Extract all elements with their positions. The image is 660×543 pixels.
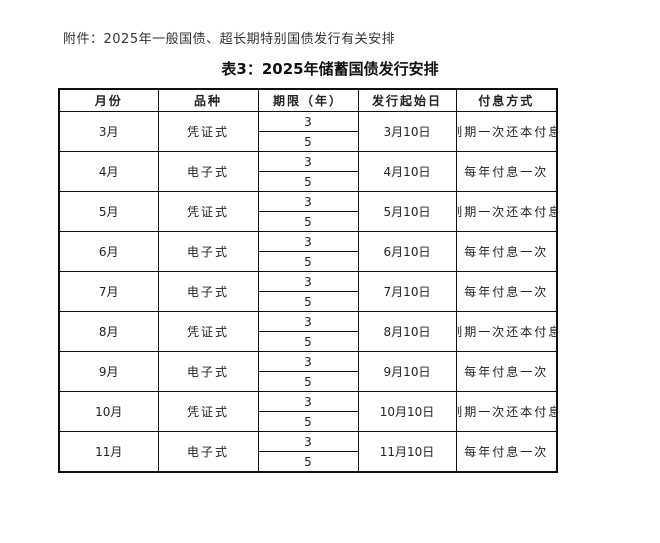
term-cell: 3 — [257, 431, 359, 452]
payment-cell: 到期一次还本付息 — [455, 311, 558, 352]
column-header: 付息方式 — [455, 88, 558, 112]
type-cell: 凭证式 — [157, 191, 259, 232]
term-cell: 3 — [257, 191, 359, 212]
type-cell: 电子式 — [157, 231, 259, 272]
payment-cell: 每年付息一次 — [455, 271, 558, 312]
table-row: 6月 电子式 3 6月10日 每年付息一次 — [58, 231, 558, 272]
month-cell: 6月 — [58, 231, 159, 272]
term-cell: 5 — [257, 451, 359, 473]
payment-text: 每年付息一次 — [464, 165, 549, 179]
type-cell: 电子式 — [157, 271, 259, 312]
payment-text: 每年付息一次 — [464, 445, 549, 459]
payment-text: 每年付息一次 — [464, 245, 549, 259]
payment-cell: 每年付息一次 — [455, 231, 558, 272]
table-row: 9月 电子式 3 9月10日 每年付息一次 — [58, 351, 558, 392]
payment-cell: 到期一次还本付息 — [455, 391, 558, 432]
month-cell: 3月 — [58, 111, 159, 152]
start-date-cell: 11月10日 — [357, 431, 457, 473]
start-date-cell: 7月10日 — [357, 271, 457, 312]
payment-cell: 每年付息一次 — [455, 351, 558, 392]
type-cell: 凭证式 — [157, 391, 259, 432]
type-cell: 电子式 — [157, 351, 259, 392]
bond-schedule-table: 月份 品种 期限（年） 发行起始日 付息方式 3月 凭证式 3 3月10日 到期一次还本付息 5 4… — [58, 88, 558, 473]
table-row: 10月 凭证式 3 10月10日 到期一次还本付息 — [58, 391, 558, 432]
payment-cell: 到期一次还本付息 — [455, 191, 558, 232]
payment-text: 每年付息一次 — [464, 285, 549, 299]
start-date-cell: 3月10日 — [357, 111, 457, 152]
column-header: 月份 — [58, 88, 159, 112]
start-date-cell: 10月10日 — [357, 391, 457, 432]
payment-cell: 每年付息一次 — [455, 151, 558, 192]
type-cell: 凭证式 — [157, 111, 259, 152]
start-date-cell: 4月10日 — [357, 151, 457, 192]
term-cell: 5 — [257, 291, 359, 312]
payment-text: 到期一次还本付息 — [456, 405, 557, 419]
type-cell: 电子式 — [157, 151, 259, 192]
month-cell: 10月 — [58, 391, 159, 432]
term-cell: 5 — [257, 251, 359, 272]
attachment-caption: 附件：2025年一般国债、超长期特别国债发行有关安排 — [63, 32, 396, 47]
term-cell: 5 — [257, 171, 359, 192]
term-cell: 5 — [257, 211, 359, 232]
table-row: 7月 电子式 3 7月10日 每年付息一次 — [58, 271, 558, 312]
term-cell: 3 — [257, 111, 359, 132]
table-row: 11月 电子式 3 11月10日 每年付息一次 — [58, 431, 558, 473]
month-cell: 7月 — [58, 271, 159, 312]
table-row: 8月 凭证式 3 8月10日 到期一次还本付息 — [58, 311, 558, 352]
payment-text: 到期一次还本付息 — [456, 125, 557, 139]
term-cell: 3 — [257, 231, 359, 252]
table-row: 3月 凭证式 3 3月10日 到期一次还本付息 — [58, 111, 558, 152]
column-header: 发行起始日 — [357, 88, 457, 112]
term-cell: 3 — [257, 351, 359, 372]
type-cell: 凭证式 — [157, 311, 259, 352]
month-cell: 4月 — [58, 151, 159, 192]
month-cell: 9月 — [58, 351, 159, 392]
payment-cell: 每年付息一次 — [455, 431, 558, 473]
payment-text: 到期一次还本付息 — [456, 325, 557, 339]
type-cell: 电子式 — [157, 431, 259, 473]
term-cell: 5 — [257, 411, 359, 432]
table-title: 表3：2025年储蓄国债发行安排 — [221, 60, 439, 78]
start-date-cell: 5月10日 — [357, 191, 457, 232]
term-cell: 5 — [257, 131, 359, 152]
term-cell: 3 — [257, 311, 359, 332]
table-row: 4月 电子式 3 4月10日 每年付息一次 — [58, 151, 558, 192]
month-cell: 5月 — [58, 191, 159, 232]
payment-text: 到期一次还本付息 — [456, 205, 557, 219]
start-date-cell: 6月10日 — [357, 231, 457, 272]
payment-cell: 到期一次还本付息 — [455, 111, 558, 152]
month-cell: 11月 — [58, 431, 159, 473]
month-cell: 8月 — [58, 311, 159, 352]
start-date-cell: 9月10日 — [357, 351, 457, 392]
term-cell: 3 — [257, 151, 359, 172]
term-cell: 5 — [257, 331, 359, 352]
term-cell: 3 — [257, 391, 359, 412]
term-cell: 5 — [257, 371, 359, 392]
column-header: 品种 — [157, 88, 259, 112]
term-cell: 3 — [257, 271, 359, 292]
column-header: 期限（年） — [257, 88, 359, 112]
table-row: 5月 凭证式 3 5月10日 到期一次还本付息 — [58, 191, 558, 232]
payment-text: 每年付息一次 — [464, 365, 549, 379]
start-date-cell: 8月10日 — [357, 311, 457, 352]
table-row-sub: 5 — [59, 451, 557, 473]
